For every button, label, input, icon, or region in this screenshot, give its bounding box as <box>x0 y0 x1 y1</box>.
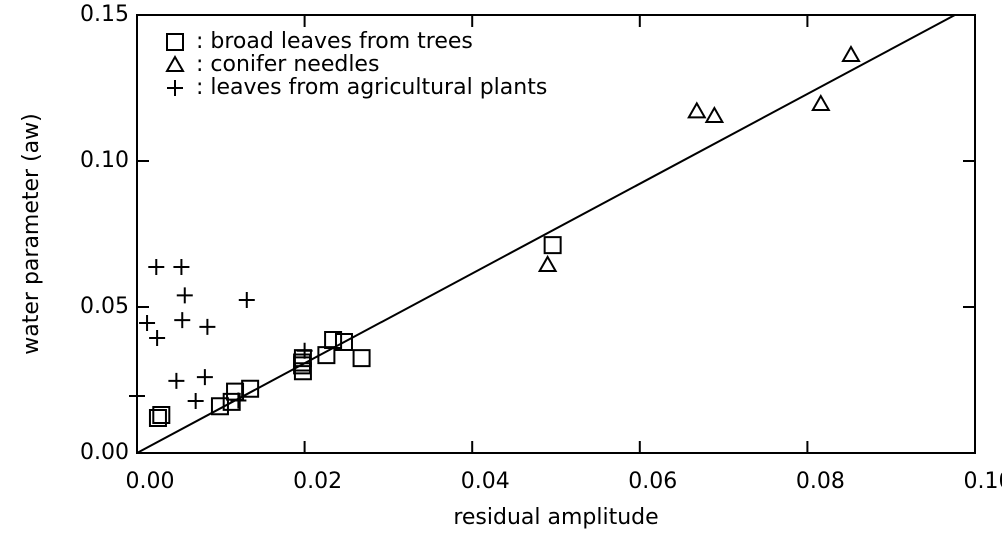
x-tick-label: 0.04 <box>461 469 510 494</box>
point <box>293 362 312 381</box>
point <box>210 397 229 416</box>
point <box>543 236 562 255</box>
legend-label: : conifer needles <box>196 52 379 77</box>
point <box>334 333 353 352</box>
point <box>811 94 831 112</box>
x-tick-label: 0.02 <box>293 469 342 494</box>
legend-label: : leaves from agricultural plants <box>196 75 547 100</box>
legend-marker <box>167 80 183 96</box>
x-axis-label: residual amplitude <box>453 505 658 530</box>
point <box>230 392 247 409</box>
point <box>148 408 167 427</box>
legend-label: : broad leaves from trees <box>196 29 473 54</box>
point <box>168 372 185 389</box>
point <box>222 392 241 411</box>
legend-marker <box>166 33 184 51</box>
point <box>152 406 171 425</box>
point <box>176 287 193 304</box>
point <box>687 101 707 119</box>
point <box>324 330 343 349</box>
y-tick-label: 0.15 <box>80 2 129 27</box>
x-tick-label: 0.06 <box>628 469 677 494</box>
point <box>841 44 861 63</box>
point <box>196 369 213 386</box>
x-tick-label: 0.00 <box>126 469 175 494</box>
y-axis-label: water parameter (aw) <box>19 113 44 354</box>
point <box>148 258 165 275</box>
y-tick-label: 0.00 <box>80 440 129 465</box>
x-tick-label: 0.08 <box>796 469 845 494</box>
point <box>173 258 190 275</box>
y-tick-label: 0.10 <box>80 148 129 173</box>
point <box>241 379 260 398</box>
plot-frame <box>136 14 976 454</box>
point <box>174 312 191 329</box>
y-tick-label: 0.05 <box>80 294 129 319</box>
point <box>129 388 145 405</box>
x-tick-label: 0.10 <box>964 469 1002 494</box>
point <box>352 349 371 368</box>
legend-marker <box>165 54 185 72</box>
point <box>537 254 558 272</box>
point <box>187 393 204 410</box>
point <box>238 291 255 308</box>
point <box>296 342 313 359</box>
fit-line <box>136 14 956 454</box>
point <box>199 318 216 335</box>
point <box>704 106 725 124</box>
point <box>149 329 166 346</box>
point <box>139 315 156 332</box>
